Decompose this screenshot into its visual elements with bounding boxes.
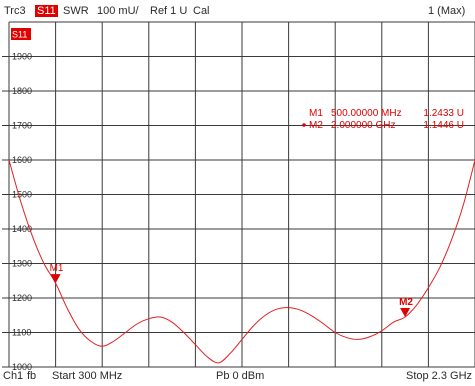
marker-triangle-icon[interactable] [50,274,61,284]
y-tick-label: 1400 [12,224,32,234]
y-tick-label: 1200 [12,293,32,303]
readout-frequency: 2.000000 GHz [331,120,396,131]
readout-marker-name: M1 [309,108,323,119]
y-tick-label: 1900 [12,52,32,62]
header-bar: Trc3 S11 SWR 100 mU/ Ref 1 U Cal 1 (Max) [0,0,475,22]
y-tick-label: 1000 [12,362,32,372]
y-tick-labels: 1000 1100 1200 1300 1400 1500 1600 1700 1800 1900 [2,52,32,372]
format-label[interactable]: SWR [63,5,89,17]
marker-label[interactable]: M1 [50,263,64,274]
y-tick-label: 1500 [12,190,32,200]
y-tick-label: 1300 [12,259,32,269]
port-power[interactable]: Pb 0 dBm [216,370,265,382]
max-indicator: 1 (Max) [428,5,466,17]
marker-label[interactable]: M2 [399,297,413,308]
s-parameter-badge[interactable]: S11 [35,5,58,17]
y-tick-label: 1700 [12,121,32,131]
y-tick-label: 1100 [12,328,31,338]
trace-label: S11 [12,30,27,40]
markers[interactable]: M1 M2 [50,263,414,317]
trace-label-background [11,28,31,40]
readout-value: 1.1446 U [423,120,464,131]
marker-triangle-icon[interactable] [400,307,411,317]
trace-label-box: S11 [11,28,31,40]
y-tick-label: 1600 [12,155,32,165]
marker-readout: M1 500.00000 MHz 1.2433 U M2 2.000000 GHz 1.1… [302,108,464,131]
readout-marker-name: M2 [309,120,323,131]
channel-label[interactable]: Ch1 [3,370,24,382]
readout-value: 1.2433 U [423,108,464,119]
stop-frequency[interactable]: Stop 2.3 GHz [406,370,473,382]
trace-line [8,159,475,364]
readout-frequency: 500.00000 MHz [331,108,402,119]
reference-label[interactable]: Ref 1 U [150,5,188,17]
active-marker-dot-icon [302,123,306,127]
footer-bar: Ch1 fb Start 300 MHz Pb 0 dBm Stop 2.3 G… [0,368,475,386]
y-tick-label: 1800 [12,86,32,96]
calibration-indicator: Cal [193,5,210,17]
start-frequency[interactable]: Start 300 MHz [52,370,123,382]
scale-label[interactable]: 100 mU/ [97,5,139,17]
fb-label: fb [27,370,37,382]
trace-name[interactable]: Trc3 [4,5,26,17]
